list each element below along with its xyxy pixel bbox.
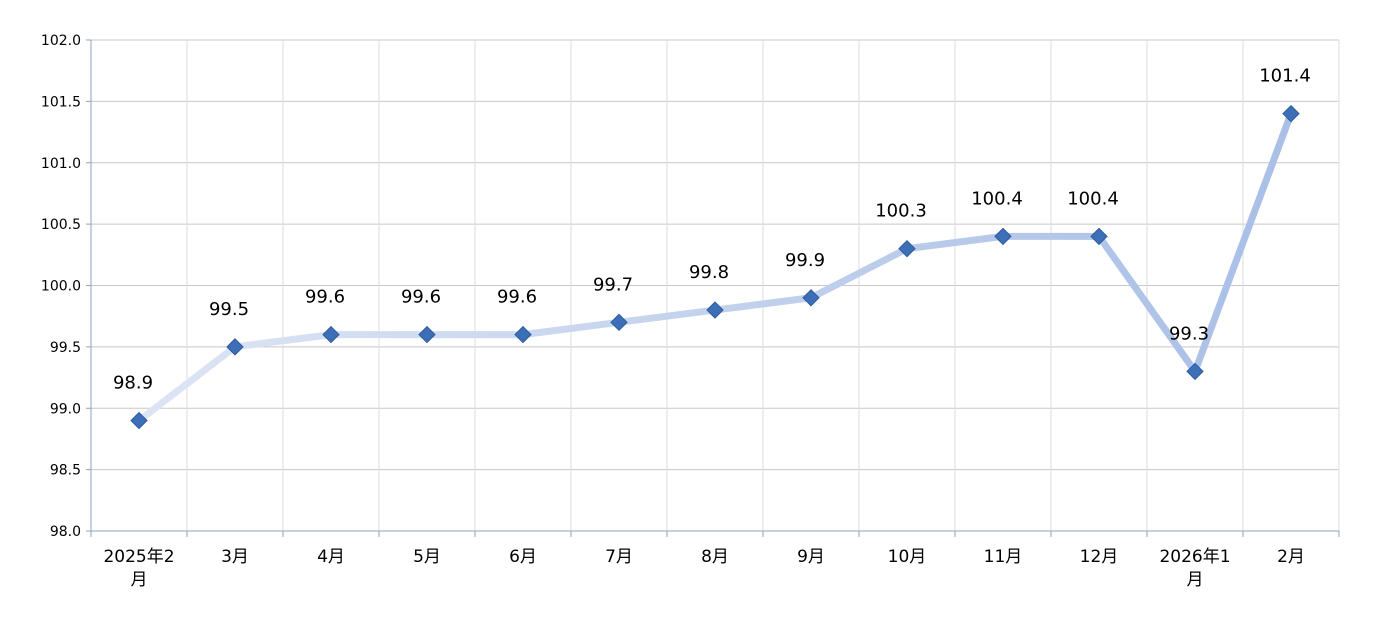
x-tick-label: 5月 — [413, 547, 441, 567]
y-tick-label: 99.5 — [50, 340, 81, 356]
data-label: 99.6 — [305, 287, 345, 308]
diamond-marker — [226, 338, 244, 356]
data-label: 101.4 — [1259, 66, 1311, 87]
x-tick-label: 11月 — [984, 547, 1023, 567]
x-tick-label: 2025年2 月 — [103, 547, 174, 590]
diamond-marker — [802, 289, 820, 307]
y-tick-label: 101.0 — [41, 156, 81, 172]
diamond-marker — [514, 325, 532, 344]
data-label: 99.6 — [401, 287, 441, 308]
y-tick-label: 98.5 — [50, 463, 81, 479]
x-tick-label: 2026年1 月 — [1159, 547, 1230, 590]
data-label: 99.5 — [209, 299, 249, 320]
diamond-marker — [1090, 227, 1108, 246]
y-tick-label: 98.0 — [50, 524, 81, 540]
x-axis-tick-labels: 2025年2 月 3月 4月 5月 6月 7月 8月 9月 10月 11月 12月 2026年1 月 2月 — [103, 547, 1304, 590]
y-tick-label: 99.0 — [50, 401, 81, 417]
x-tick-label: 3月 — [221, 547, 249, 567]
x-tick-label: 8月 — [701, 547, 729, 567]
y-tick-label: 101.5 — [41, 94, 81, 110]
y-tick-label: 100.5 — [41, 217, 81, 233]
data-label: 100.4 — [1067, 188, 1119, 209]
x-tick-label: 7月 — [605, 547, 633, 567]
diamond-marker — [322, 325, 340, 344]
data-label: 99.8 — [689, 262, 729, 283]
x-tick-label: 12月 — [1080, 547, 1119, 567]
x-tick-label: 6月 — [509, 547, 537, 567]
data-label: 100.4 — [971, 188, 1023, 209]
data-label: 99.7 — [593, 274, 633, 295]
x-tick-label: 2月 — [1277, 547, 1305, 567]
axes — [86, 39, 1340, 537]
diamond-marker — [706, 301, 724, 319]
gridlines — [91, 39, 1340, 532]
diamond-marker — [418, 325, 436, 344]
diamond-marker — [898, 239, 916, 258]
x-tick-label: 10月 — [888, 547, 927, 567]
x-tick-label: 9月 — [797, 547, 825, 567]
data-label: 99.3 — [1169, 323, 1209, 344]
data-labels: 98.9 99.5 99.6 99.6 99.6 99.7 99.8 99.9 100.3 100… — [113, 66, 1311, 394]
y-tick-label: 100.0 — [41, 279, 81, 295]
x-tick-label: 4月 — [317, 547, 345, 567]
diamond-marker — [610, 313, 628, 332]
data-label: 99.9 — [785, 250, 825, 271]
y-axis-tick-labels: 98.0 98.5 99.0 99.5 100.0 100.5 101.0 101.5 102.… — [41, 33, 81, 540]
diamond-marker — [994, 227, 1012, 246]
data-label: 100.3 — [875, 201, 927, 222]
y-tick-label: 102.0 — [41, 33, 81, 49]
diamond-marker — [1282, 104, 1300, 123]
diamond-marker — [1186, 362, 1204, 381]
data-label: 98.9 — [113, 373, 153, 394]
data-label: 99.6 — [497, 287, 537, 308]
diamond-marker — [130, 411, 148, 430]
data-markers — [130, 104, 1300, 430]
